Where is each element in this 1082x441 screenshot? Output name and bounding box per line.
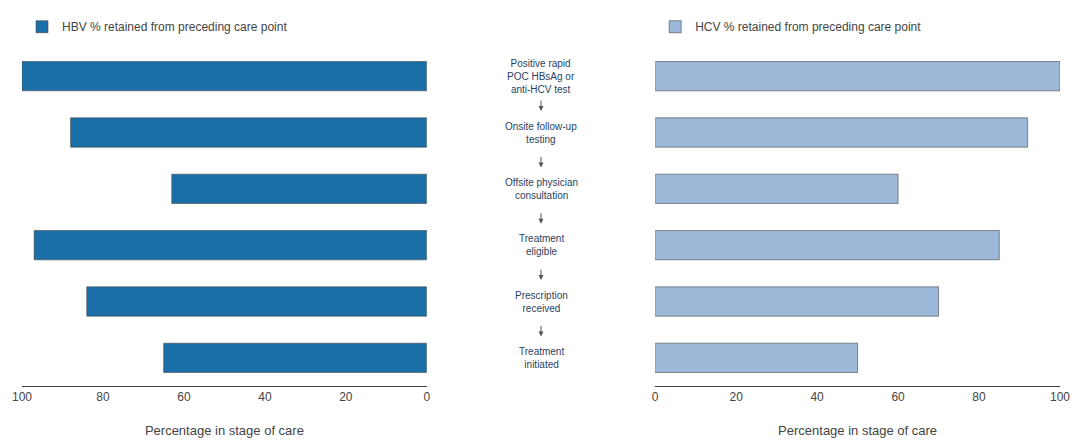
svg-text:Onsite follow-uptesting: Onsite follow-uptesting xyxy=(505,121,577,145)
svg-text:100: 100 xyxy=(12,390,32,404)
svg-text:Prescriptionreceived: Prescriptionreceived xyxy=(515,290,568,314)
svg-text:Percentage in stage of care: Percentage in stage of care xyxy=(778,423,937,438)
svg-text:0: 0 xyxy=(652,390,659,404)
svg-text:20: 20 xyxy=(339,390,353,404)
svg-text:60: 60 xyxy=(891,390,905,404)
svg-text:Treatmentinitiated: Treatmentinitiated xyxy=(519,346,564,370)
svg-text:40: 40 xyxy=(258,390,272,404)
svg-text:60: 60 xyxy=(177,390,191,404)
svg-text:Percentage in stage of care: Percentage in stage of care xyxy=(145,423,304,438)
svg-text:80: 80 xyxy=(96,390,110,404)
svg-text:Positive rapidPOC HBsAg oranti: Positive rapidPOC HBsAg oranti-HCV test xyxy=(507,58,575,95)
svg-text:0: 0 xyxy=(423,390,430,404)
svg-text:HBV % retained from preceding: HBV % retained from preceding care point xyxy=(62,20,287,34)
svg-text:100: 100 xyxy=(1050,390,1070,404)
svg-text:20: 20 xyxy=(729,390,743,404)
svg-text:Offsite physicianconsultation: Offsite physicianconsultation xyxy=(505,177,578,201)
svg-text:40: 40 xyxy=(810,390,824,404)
svg-text:HCV % retained from preceding: HCV % retained from preceding care point xyxy=(695,20,921,34)
svg-text:Treatmenteligible: Treatmenteligible xyxy=(519,233,564,257)
svg-text:80: 80 xyxy=(972,390,986,404)
